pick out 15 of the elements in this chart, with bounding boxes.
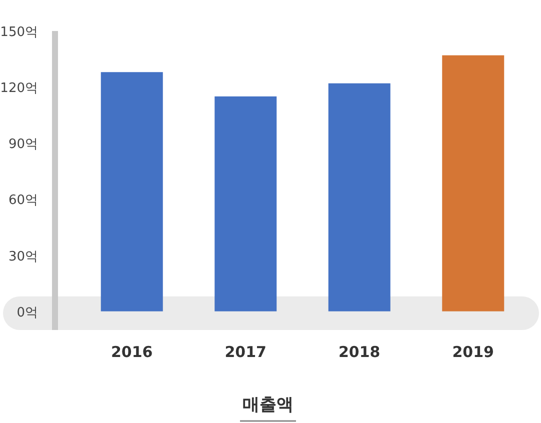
bar bbox=[214, 96, 277, 312]
y-tick-label: 30억 bbox=[8, 249, 38, 264]
y-tick-label: 120억 bbox=[0, 81, 38, 96]
x-tick-label: 2017 bbox=[224, 343, 266, 361]
x-tick-label: 2018 bbox=[338, 343, 380, 361]
bar bbox=[328, 83, 390, 312]
y-tick-label: 150억 bbox=[0, 25, 38, 40]
bar bbox=[100, 72, 163, 312]
x-axis-title: 매출액 bbox=[242, 395, 294, 415]
x-tick-label: 2016 bbox=[111, 343, 153, 361]
bar bbox=[442, 55, 504, 312]
x-tick-label: 2019 bbox=[452, 343, 494, 361]
y-tick-label: 0억 bbox=[16, 305, 38, 320]
y-tick-label: 60억 bbox=[8, 193, 38, 208]
y-tick-label: 90억 bbox=[8, 137, 38, 152]
